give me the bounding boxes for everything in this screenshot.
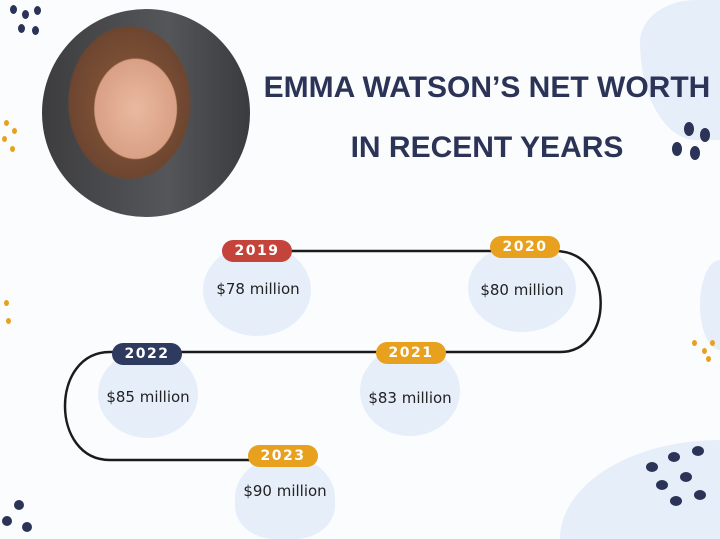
net-worth-value: $80 million: [480, 281, 564, 299]
decor-blob: [700, 260, 720, 350]
page-title: Emma Watson’s Net Worth in Recent Years: [263, 71, 711, 164]
year-badge: 2022: [112, 343, 182, 365]
value-blob: [468, 244, 576, 332]
year-badge: 2019: [222, 240, 292, 262]
year-badge: 2023: [248, 445, 318, 467]
year-badge: 2020: [490, 236, 560, 258]
portrait-photo: [42, 9, 250, 217]
net-worth-value: $78 million: [216, 280, 300, 298]
value-blob: [235, 456, 335, 539]
net-worth-value: $83 million: [368, 389, 452, 407]
net-worth-value: $90 million: [243, 482, 327, 500]
net-worth-value: $85 million: [106, 388, 190, 406]
year-badge: 2021: [376, 342, 446, 364]
